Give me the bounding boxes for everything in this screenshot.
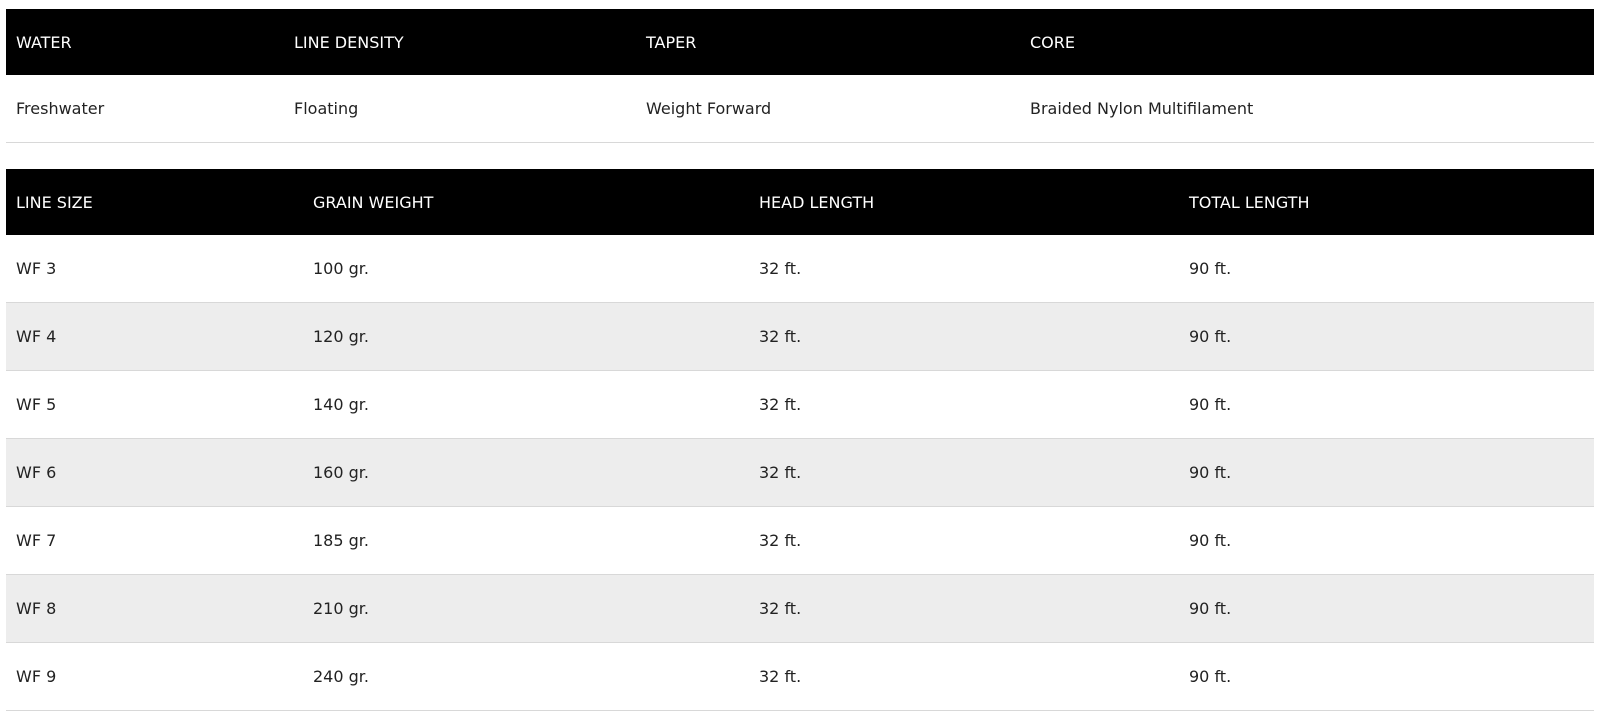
table-row: WF 4 120 gr. 32 ft. 90 ft.: [6, 302, 1594, 371]
table-row: WF 7 185 gr. 32 ft. 90 ft.: [6, 506, 1594, 575]
table-cell: 90 ft.: [1179, 438, 1594, 507]
table-cell: 90 ft.: [1179, 235, 1594, 303]
table-cell: 140 gr.: [303, 370, 749, 439]
table-row: WF 9 240 gr. 32 ft. 90 ft.: [6, 642, 1594, 711]
table-cell: 185 gr.: [303, 506, 749, 575]
table-cell: 90 ft.: [1179, 574, 1594, 643]
table-cell: WF 6: [6, 438, 303, 507]
column-header: GRAIN WEIGHT: [303, 169, 749, 235]
table-cell: 100 gr.: [303, 235, 749, 303]
table-row: WF 6 160 gr. 32 ft. 90 ft.: [6, 438, 1594, 507]
table-row: WF 3 100 gr. 32 ft. 90 ft.: [6, 235, 1594, 303]
table-cell: 90 ft.: [1179, 642, 1594, 711]
table-cell: 32 ft.: [749, 235, 1179, 303]
table-cell: 90 ft.: [1179, 302, 1594, 371]
column-header: LINE SIZE: [6, 169, 303, 235]
size-table: LINE SIZE GRAIN WEIGHT HEAD LENGTH TOTAL LE…: [6, 169, 1594, 711]
table-body: Freshwater Floating Weight Forward Braided …: [6, 75, 1594, 143]
header-row: WATER LINE DENSITY TAPER CORE: [6, 9, 1594, 75]
table-cell: 32 ft.: [749, 574, 1179, 643]
table-cell: WF 8: [6, 574, 303, 643]
table-row: WF 8 210 gr. 32 ft. 90 ft.: [6, 574, 1594, 643]
header-row: LINE SIZE GRAIN WEIGHT HEAD LENGTH TOTAL LE…: [6, 169, 1594, 235]
table-cell: Floating: [284, 75, 636, 143]
table-cell: WF 9: [6, 642, 303, 711]
column-header: WATER: [6, 9, 284, 75]
table-cell: 90 ft.: [1179, 370, 1594, 439]
table-head: WATER LINE DENSITY TAPER CORE: [6, 9, 1594, 75]
column-header: CORE: [1020, 9, 1594, 75]
table-cell: WF 5: [6, 370, 303, 439]
table-cell: WF 7: [6, 506, 303, 575]
column-header: HEAD LENGTH: [749, 169, 1179, 235]
table-row: Freshwater Floating Weight Forward Braided …: [6, 75, 1594, 143]
table-cell: 32 ft.: [749, 370, 1179, 439]
table-body: WF 3 100 gr. 32 ft. 90 ft. WF 4 120 gr. 32 ft.…: [6, 235, 1594, 711]
table-cell: 160 gr.: [303, 438, 749, 507]
table-cell: 32 ft.: [749, 438, 1179, 507]
column-header: TAPER: [636, 9, 1020, 75]
table-head: LINE SIZE GRAIN WEIGHT HEAD LENGTH TOTAL LE…: [6, 169, 1594, 235]
table-cell: 90 ft.: [1179, 506, 1594, 575]
table-cell: 120 gr.: [303, 302, 749, 371]
table-cell: 240 gr.: [303, 642, 749, 711]
table-cell: 32 ft.: [749, 642, 1179, 711]
spec-table: WATER LINE DENSITY TAPER CORE Freshwater Floa…: [6, 9, 1594, 143]
column-header: LINE DENSITY: [284, 9, 636, 75]
table-cell: Weight Forward: [636, 75, 1020, 143]
table-cell: 210 gr.: [303, 574, 749, 643]
table-row: WF 5 140 gr. 32 ft. 90 ft.: [6, 370, 1594, 439]
table-cell: WF 4: [6, 302, 303, 371]
column-header: TOTAL LENGTH: [1179, 169, 1594, 235]
table-cell: WF 3: [6, 235, 303, 303]
table-cell: 32 ft.: [749, 506, 1179, 575]
table-cell: Braided Nylon Multifilament: [1020, 75, 1594, 143]
table-cell: 32 ft.: [749, 302, 1179, 371]
spec-tables: WATER LINE DENSITY TAPER CORE Freshwater Floa…: [6, 9, 1594, 711]
table-cell: Freshwater: [6, 75, 284, 143]
